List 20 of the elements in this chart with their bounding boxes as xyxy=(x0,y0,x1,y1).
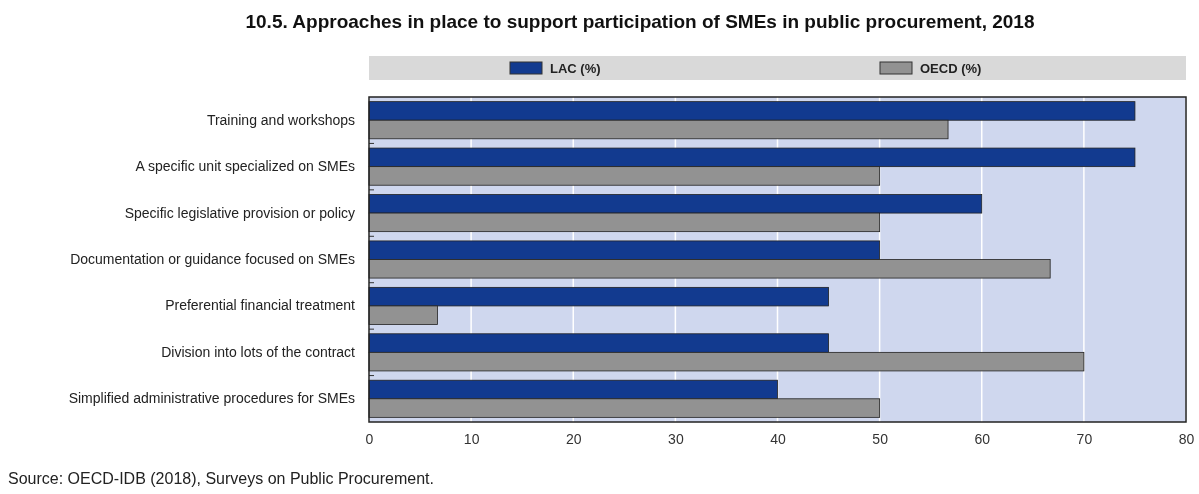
legend-label: LAC (%) xyxy=(550,61,601,76)
x-tick-label: 20 xyxy=(565,430,582,447)
source-note: Source: OECD-IDB (2018), Surveys on Public Procurement. xyxy=(8,470,434,487)
y-tick-label: Training and workshops xyxy=(206,111,355,128)
x-tick-label: 30 xyxy=(668,430,684,447)
legend-label: OECD (%) xyxy=(920,61,982,76)
x-tick-label: 10 xyxy=(463,430,480,447)
x-tick-label: 80 xyxy=(1178,430,1195,447)
y-tick-label: Division into lots of the contract xyxy=(161,343,356,360)
y-tick-label: Specific legislative provision or policy xyxy=(124,204,355,221)
y-tick-label: A specific unit specialized on SMEs xyxy=(135,158,355,175)
x-tick-label: 40 xyxy=(770,430,786,447)
y-tick-label: Documentation or guidance focused on SMEs xyxy=(70,250,355,267)
y-tick-label: Preferential financial treatment xyxy=(165,297,356,314)
x-tick-label: 50 xyxy=(872,430,889,447)
chart-title: 10.5. Approaches in place to support participation of SMEs in public procurement, 2018 xyxy=(245,11,1035,32)
x-tick-label: 60 xyxy=(974,430,991,447)
y-tick-label: Simplified administrative procedures for SMEs xyxy=(68,390,355,407)
x-tick-label: 70 xyxy=(1076,430,1093,447)
x-tick-label: 0 xyxy=(365,430,374,447)
